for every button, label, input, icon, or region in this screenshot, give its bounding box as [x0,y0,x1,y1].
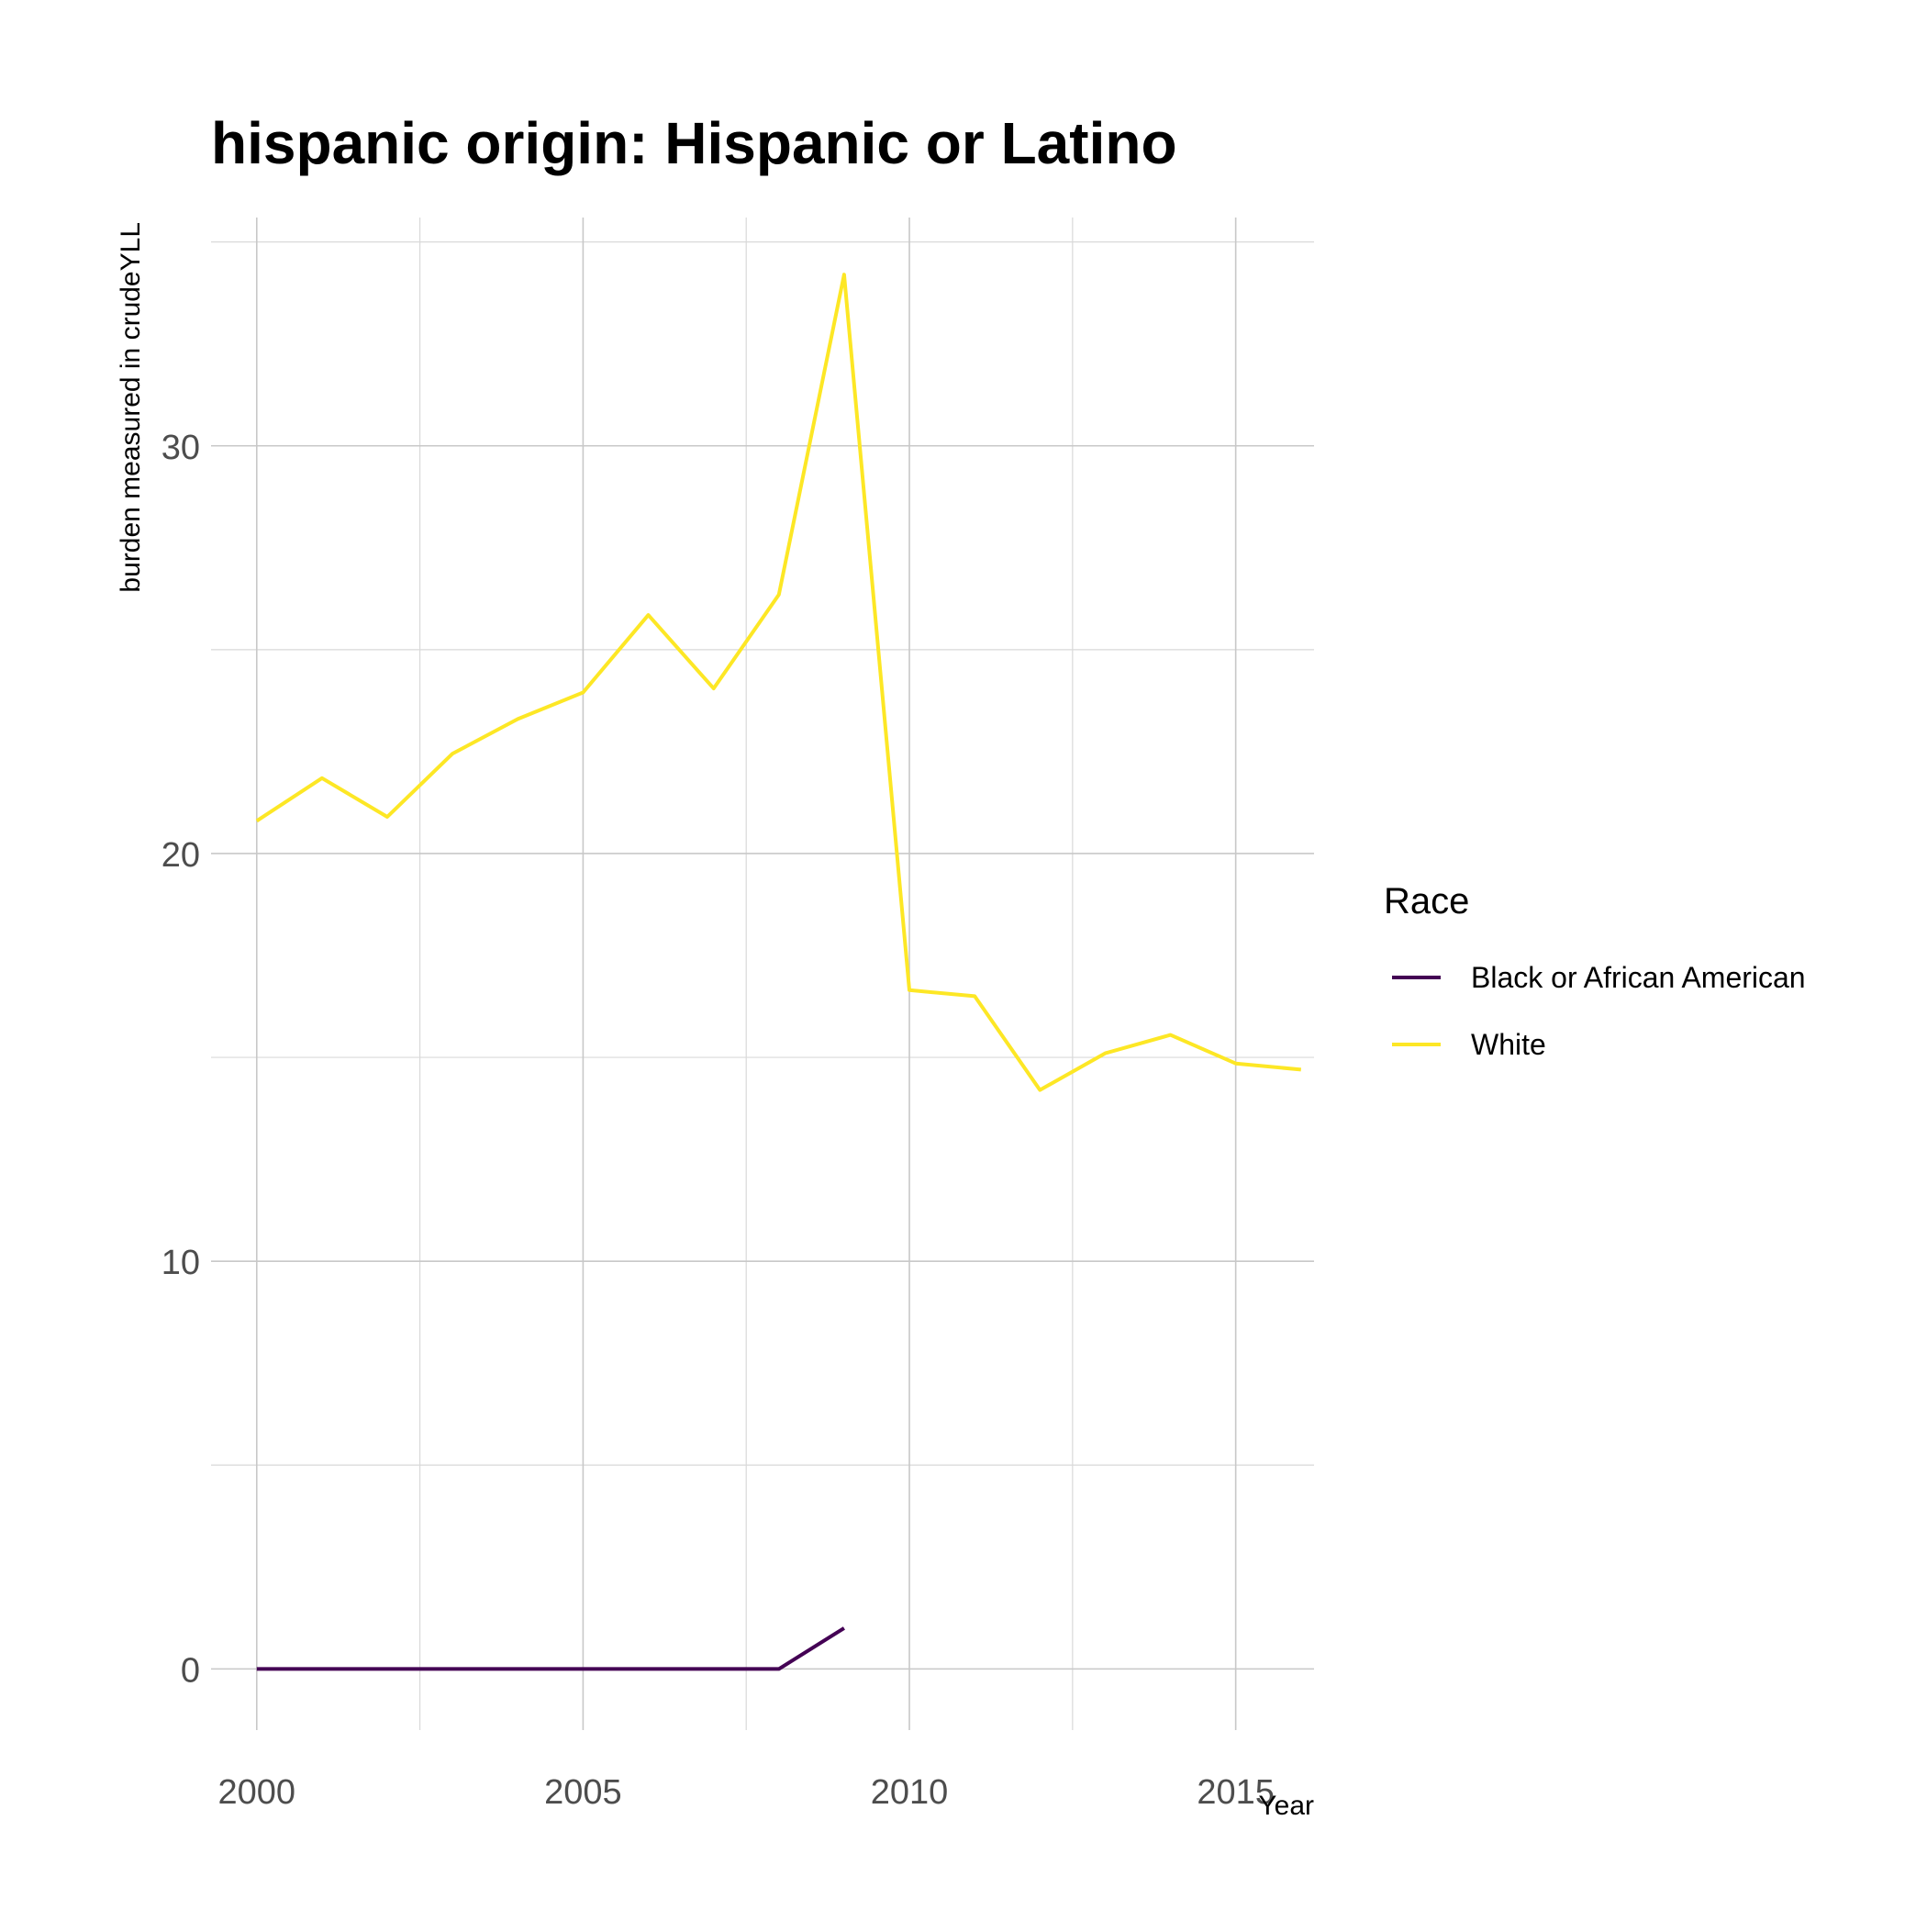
y-tick-label: 10 [162,1244,200,1282]
legend-label: White [1471,1028,1546,1061]
y-tick-label: 20 [162,836,200,875]
series-line-black-or-african-american [256,1626,845,1671]
gridlines [211,218,1314,1730]
series-line-white [255,273,1301,1092]
legend-title: Race [1384,881,1469,921]
y-tick-label: 0 [181,1651,200,1690]
x-axis-title: Year [1258,1791,1314,1821]
x-tick-label: 2010 [871,1773,949,1812]
series-lines [255,273,1301,1671]
y-tick-label: 30 [162,429,200,467]
x-tick-label: 2000 [218,1773,296,1812]
legend: Race Black or African American White [1384,881,1806,1061]
x-tick-label: 2015 [1197,1773,1275,1812]
x-tick-label: 2005 [544,1773,622,1812]
legend-label: Black or African American [1471,961,1806,994]
y-axis-title: burden measured in crudeYLL [116,222,146,593]
tick-labels: 2000 2005 2010 2015 0 10 20 30 [162,429,1275,1812]
chart-title: hispanic origin: Hispanic or Latino [211,110,1177,176]
legend-items: Black or African American White [1392,961,1806,1061]
